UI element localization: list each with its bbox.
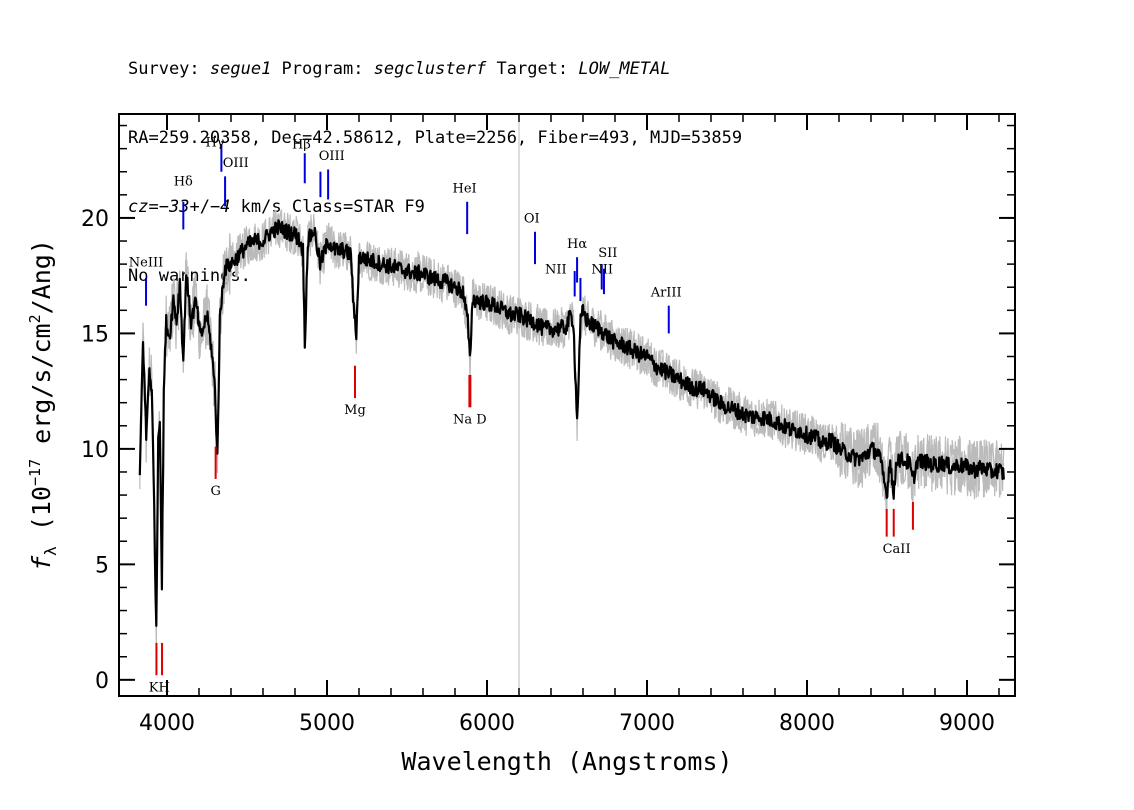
emission-label-9: Hα (567, 237, 587, 252)
target-value: LOW_METAL (578, 59, 671, 79)
emission-label-0: NeIII (129, 255, 163, 270)
y-tick-label-3: 15 (81, 322, 109, 347)
emission-label-7: OI (524, 212, 540, 227)
y-label-f: f (27, 555, 56, 571)
x-tick-label-0: 4000 (139, 711, 195, 736)
y-label-prefix: (10 (27, 486, 56, 546)
y-label-exponent: −17 (26, 459, 44, 486)
x-axis-label: Wavelength (Angstroms) (401, 747, 732, 776)
absorption-label-1: G (210, 484, 220, 499)
cz-class: km/s Class=STAR F9 (230, 197, 425, 217)
emission-label-8: NII (545, 262, 567, 277)
absorption-label-0: KH (149, 680, 170, 695)
y-label-lambda: λ (41, 546, 60, 556)
target-label: Target: (486, 59, 579, 79)
emission-label-12: ArIII (650, 285, 682, 300)
y-label-squared: 2 (26, 314, 44, 323)
cz-equals: = (148, 197, 159, 217)
x-tick-label-5: 9000 (939, 711, 995, 736)
emission-label-3: OIII (223, 156, 249, 171)
flux-series-line (138, 219, 1005, 627)
survey-label: Survey: (128, 59, 210, 79)
emission-label-5: OIII (319, 149, 345, 164)
absorption-label-3: Na D (453, 412, 487, 427)
y-label-units: erg/s/cm (27, 323, 56, 458)
plot-frame (118, 113, 1016, 697)
cz-plusminus: +/ (189, 197, 210, 217)
spectral-line-labels: NeIIIHδHγOIIIHβOIIIHeIOINIIHαNIISIIArIII… (129, 135, 911, 695)
y-tick-label-1: 5 (95, 553, 109, 578)
absorption-label-4: CaII (883, 542, 911, 557)
y-tick-label-0: 0 (95, 669, 109, 694)
emission-label-6: HeI (453, 182, 477, 197)
emission-label-10: NII (591, 262, 613, 277)
absorption-label-2: Mg (344, 403, 366, 418)
spectral-line-markers (145, 144, 914, 676)
survey-value: segue1 (209, 59, 272, 79)
emission-label-1: Hδ (174, 175, 193, 190)
y-tick-label-4: 20 (81, 207, 109, 232)
y-label-suffix: /Ang) (27, 239, 56, 314)
y-axis-label: fλ (10−17 erg/s/cm2/Ang) (26, 239, 60, 571)
cz-label: cz (128, 197, 149, 217)
emission-label-4: Hβ (292, 138, 311, 153)
program-value: segclusterf (373, 59, 487, 79)
emission-label-2: Hγ (205, 135, 224, 150)
cz-value: −33 (158, 197, 190, 217)
program-label: Program: (271, 59, 374, 79)
spectrum-header: Survey: segue1 Program: segclusterf Targ… (128, 12, 742, 311)
header-line-coordinates: RA=259.20358, Dec=42.58612, Plate=2256, … (128, 128, 743, 148)
header-line-survey: Survey: segue1 Program: segclusterf Targ… (128, 58, 742, 81)
axis-ticks: 4000 5000 6000 7000 8000 9000 0 5 10 15 20 (81, 114, 1015, 736)
x-tick-label-1: 5000 (299, 711, 355, 736)
emission-label-11: SII (598, 246, 617, 261)
x-tick-label-2: 6000 (459, 711, 515, 736)
flux-noise-trace-a (139, 209, 1005, 621)
x-tick-label-3: 7000 (619, 711, 675, 736)
y-tick-label-2: 10 (81, 438, 109, 463)
x-tick-label-4: 8000 (779, 711, 835, 736)
flux-noise-band (139, 209, 1005, 650)
flux-noise-trace-b (139, 209, 1005, 650)
